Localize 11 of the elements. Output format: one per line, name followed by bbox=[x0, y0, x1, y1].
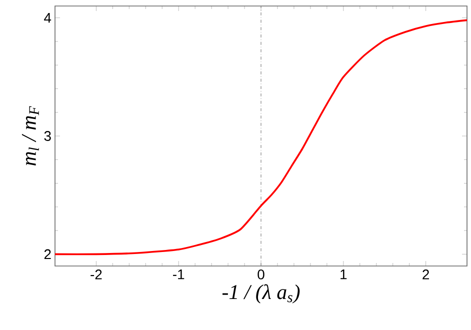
x-tick-label: 1 bbox=[340, 270, 347, 280]
y-tick-label: 3 bbox=[44, 131, 51, 141]
x-tick-label: 2 bbox=[422, 270, 429, 280]
y-tick-label: 2 bbox=[44, 249, 51, 260]
y-tick-label: 4 bbox=[44, 13, 52, 23]
x-tick-label: -2 bbox=[90, 270, 102, 280]
y-axis-title: m$_{l}$ / m$_{F}$ bbox=[22, 106, 39, 166]
x-tick-label: -1 bbox=[173, 270, 184, 280]
line-series bbox=[55, 19, 468, 256]
x-axis-title: -1 / (λ a$_{s}$) bbox=[222, 284, 300, 304]
x-tick-label: 0 bbox=[258, 270, 264, 280]
